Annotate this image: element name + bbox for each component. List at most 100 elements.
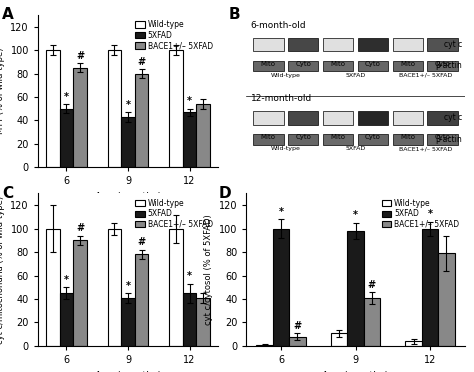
X-axis label: Age (months): Age (months) bbox=[95, 371, 161, 372]
Bar bbox=[392, 134, 423, 144]
Text: *: * bbox=[64, 275, 69, 285]
Text: Mito: Mito bbox=[401, 134, 415, 140]
Bar bbox=[323, 38, 353, 51]
Text: *: * bbox=[187, 272, 192, 282]
Bar bbox=[288, 38, 319, 51]
Bar bbox=[428, 38, 458, 51]
Text: Cyto: Cyto bbox=[435, 134, 451, 140]
Bar bbox=[392, 111, 423, 125]
Bar bbox=[347, 231, 364, 346]
Text: Cyto: Cyto bbox=[435, 61, 451, 67]
Bar bbox=[288, 134, 319, 144]
Text: Cyto: Cyto bbox=[295, 134, 311, 140]
Text: 12-month-old: 12-month-old bbox=[251, 94, 312, 103]
Text: Cyto: Cyto bbox=[365, 61, 381, 67]
Bar bbox=[183, 112, 196, 167]
Bar bbox=[46, 50, 60, 167]
Bar bbox=[108, 229, 121, 346]
Bar bbox=[323, 111, 353, 125]
Bar bbox=[288, 111, 319, 125]
X-axis label: Age (months): Age (months) bbox=[95, 192, 161, 202]
Bar bbox=[428, 111, 458, 125]
Bar bbox=[323, 134, 353, 144]
X-axis label: Age (months): Age (months) bbox=[322, 371, 389, 372]
Bar bbox=[273, 229, 289, 346]
Text: *: * bbox=[187, 96, 192, 106]
Text: *: * bbox=[428, 209, 432, 219]
Text: #: # bbox=[76, 223, 84, 233]
Bar bbox=[288, 61, 319, 71]
Text: Cyto: Cyto bbox=[365, 134, 381, 140]
Bar bbox=[358, 38, 388, 51]
Text: cyt c: cyt c bbox=[444, 113, 462, 122]
Bar bbox=[364, 298, 380, 346]
Text: #: # bbox=[293, 321, 301, 331]
Bar bbox=[183, 293, 196, 346]
Text: #: # bbox=[137, 237, 146, 247]
Text: C: C bbox=[2, 186, 13, 201]
Text: BACE1+/– 5XFAD: BACE1+/– 5XFAD bbox=[399, 146, 452, 151]
Bar bbox=[253, 61, 283, 71]
Text: #: # bbox=[368, 280, 376, 290]
Bar bbox=[135, 74, 148, 167]
Text: #: # bbox=[76, 51, 84, 61]
Bar bbox=[428, 134, 458, 144]
Bar bbox=[289, 337, 306, 346]
Text: Mito: Mito bbox=[261, 134, 276, 140]
Bar bbox=[253, 134, 283, 144]
Text: Wild-type: Wild-type bbox=[271, 146, 301, 151]
Text: #: # bbox=[137, 57, 146, 67]
Legend: Wild-type, 5XFAD, BACE1+/– 5XFAD: Wild-type, 5XFAD, BACE1+/– 5XFAD bbox=[380, 197, 461, 230]
Bar bbox=[135, 254, 148, 346]
Bar bbox=[73, 240, 87, 346]
Bar bbox=[428, 61, 458, 71]
Text: *: * bbox=[64, 92, 69, 102]
Bar bbox=[392, 38, 423, 51]
Bar bbox=[358, 134, 388, 144]
Legend: Wild-type, 5XFAD, BACE1+/– 5XFAD: Wild-type, 5XFAD, BACE1+/– 5XFAD bbox=[134, 19, 214, 52]
Bar bbox=[169, 50, 183, 167]
Bar bbox=[121, 117, 135, 167]
Text: A: A bbox=[2, 7, 14, 22]
Text: Mito: Mito bbox=[330, 61, 346, 67]
Bar bbox=[121, 298, 135, 346]
Bar bbox=[405, 341, 422, 346]
Bar bbox=[358, 61, 388, 71]
Text: β-actin: β-actin bbox=[436, 61, 462, 70]
Text: 5XFAD: 5XFAD bbox=[346, 146, 365, 151]
Legend: Wild-type, 5XFAD, BACE1+/– 5XFAD: Wild-type, 5XFAD, BACE1+/– 5XFAD bbox=[134, 197, 214, 230]
Bar bbox=[331, 333, 347, 346]
Bar bbox=[438, 253, 455, 346]
Text: Mito: Mito bbox=[401, 61, 415, 67]
Text: 6-month-old: 6-month-old bbox=[251, 21, 307, 30]
Bar bbox=[73, 68, 87, 167]
Text: β-actin: β-actin bbox=[436, 135, 462, 144]
Text: 5XFAD: 5XFAD bbox=[346, 73, 365, 78]
Text: *: * bbox=[353, 211, 358, 221]
Y-axis label: cyt c/cytosol (% of 5XFAD): cyt c/cytosol (% of 5XFAD) bbox=[204, 214, 213, 325]
Text: B: B bbox=[229, 7, 241, 22]
Bar bbox=[196, 104, 210, 167]
Bar bbox=[60, 109, 73, 167]
Text: Mito: Mito bbox=[261, 61, 276, 67]
Bar bbox=[46, 229, 60, 346]
Bar bbox=[60, 293, 73, 346]
Text: *: * bbox=[279, 207, 283, 217]
Bar bbox=[253, 111, 283, 125]
Bar bbox=[358, 111, 388, 125]
Y-axis label: MTT (% of wild-type): MTT (% of wild-type) bbox=[0, 48, 5, 134]
Bar bbox=[256, 345, 273, 346]
Bar bbox=[196, 298, 210, 346]
Text: D: D bbox=[218, 186, 231, 201]
Bar bbox=[422, 229, 438, 346]
Text: Cyto: Cyto bbox=[295, 61, 311, 67]
Bar bbox=[253, 38, 283, 51]
Y-axis label: cyt c/mitochondria (% of wild-type): cyt c/mitochondria (% of wild-type) bbox=[0, 196, 5, 344]
Bar bbox=[323, 61, 353, 71]
Bar bbox=[169, 229, 183, 346]
Text: cyt c: cyt c bbox=[444, 40, 462, 49]
Bar bbox=[108, 50, 121, 167]
Bar bbox=[392, 61, 423, 71]
Text: Wild-type: Wild-type bbox=[271, 73, 301, 78]
Text: *: * bbox=[126, 100, 130, 110]
